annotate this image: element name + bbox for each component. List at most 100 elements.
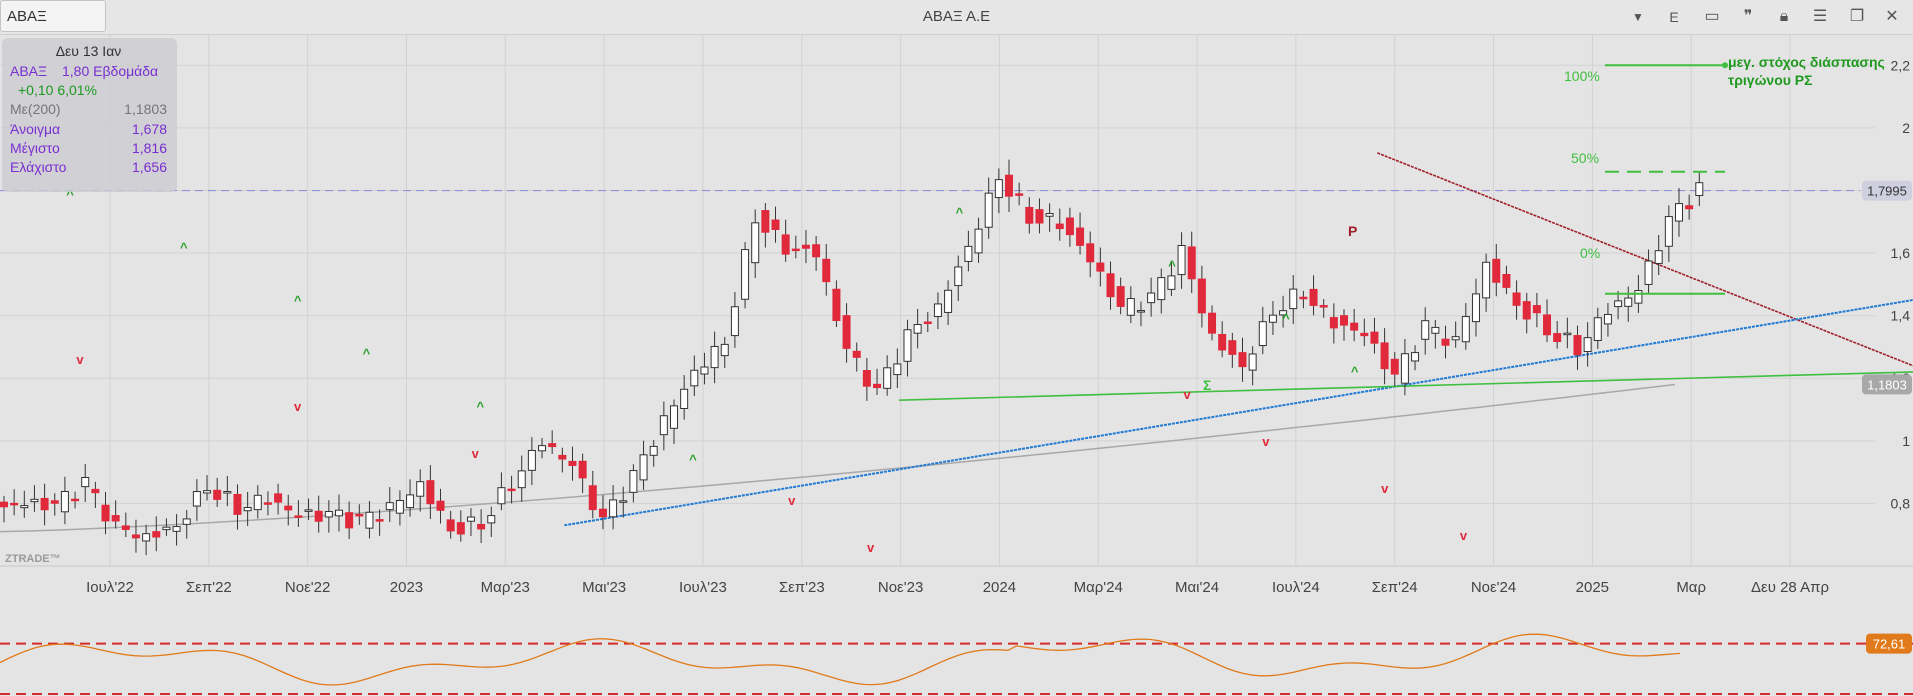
restore-icon[interactable]: ❐: [1849, 8, 1865, 25]
info-panel: Δευ 13 Ιαν ΑΒΑΞ 1,80 Εβδομάδα +0,10 6,01…: [2, 38, 177, 192]
lock-icon[interactable]: 🔒︎: [1779, 8, 1789, 25]
candle-down: [233, 493, 242, 515]
candle-up: [1563, 332, 1572, 336]
candle-down: [436, 500, 445, 511]
candle-down: [1187, 246, 1196, 280]
target-100-label: 100%: [1564, 68, 1600, 84]
candle-down: [1532, 305, 1541, 314]
candle-down: [923, 321, 932, 325]
close-icon[interactable]: ✕: [1885, 8, 1899, 25]
candle-up: [680, 388, 689, 410]
x-tick-label: 2023: [390, 579, 423, 596]
candle-down: [1329, 317, 1338, 329]
candle-up: [1147, 292, 1156, 304]
candle-down: [1522, 301, 1531, 320]
candle-down: [1076, 227, 1085, 246]
candle-down: [294, 515, 303, 518]
panel-icon[interactable]: ▭: [1704, 8, 1720, 25]
candle-down: [1197, 278, 1206, 314]
x-tick-label: Νοε'22: [285, 579, 330, 596]
candle-up: [416, 481, 425, 497]
candle-down: [91, 488, 100, 494]
chart-grid: [0, 34, 1913, 567]
signal-up-marker: ^: [294, 293, 302, 308]
candle-down: [791, 248, 800, 252]
candle-up: [1644, 260, 1653, 285]
chevron-down-icon[interactable]: ▼: [1632, 10, 1644, 24]
candle-up: [933, 303, 942, 318]
y-tick-label: 1,6: [1891, 245, 1911, 261]
candle-down: [1685, 205, 1694, 210]
candle-up: [406, 494, 415, 509]
info-ma-label: Με(200): [10, 101, 61, 117]
trendline-support: [899, 371, 1913, 401]
candle-down: [1553, 333, 1562, 343]
candle-down: [426, 480, 435, 505]
candle-up: [954, 266, 963, 287]
signal-down-marker: v: [1381, 481, 1389, 496]
x-tick-label: Σεπ'22: [186, 579, 232, 596]
candle-down: [812, 244, 821, 258]
info-symbol: ΑΒΑΞ: [10, 63, 48, 79]
ma-badge: [1862, 374, 1912, 395]
candle-up: [649, 445, 658, 456]
candle-up: [710, 345, 719, 369]
oscillator-line: [0, 633, 1681, 686]
candle-down: [213, 489, 222, 500]
candle-down: [1299, 296, 1308, 300]
info-low-label: Ελάχιστο: [10, 159, 67, 175]
candle-down: [558, 454, 567, 460]
candle-down: [598, 508, 607, 518]
candle-down: [111, 515, 120, 522]
x-tick-label: Μαρ'23: [481, 579, 530, 596]
candle-down: [578, 460, 587, 479]
candle-up: [1614, 300, 1623, 308]
candle-up: [1451, 336, 1460, 341]
candle-down: [40, 497, 49, 511]
candle-up: [253, 494, 262, 511]
e-button[interactable]: E: [1669, 9, 1679, 25]
target-50-label: 50%: [1571, 150, 1599, 166]
candle-down: [1218, 334, 1227, 351]
candle-down: [1360, 332, 1369, 337]
candle-up: [700, 366, 709, 375]
symbol-input[interactable]: ΑΒΑΞ: [0, 0, 106, 32]
candle-up: [1279, 310, 1288, 316]
candle-up: [1157, 277, 1166, 301]
y-tick-label: 2,2: [1891, 57, 1911, 73]
candle-up: [1136, 310, 1145, 313]
candle-up: [883, 367, 892, 389]
signal-down-marker: v: [294, 399, 302, 414]
candle-up: [1603, 313, 1612, 325]
info-high-label: Μέγιστο: [10, 140, 60, 156]
menu-icon[interactable]: ☰: [1812, 8, 1828, 25]
candle-up: [913, 324, 922, 334]
target-0-label: 0%: [1580, 245, 1600, 261]
candle-up: [741, 249, 750, 300]
candle-down: [1309, 288, 1318, 306]
trendline-ascending: [564, 299, 1913, 527]
candle-down: [548, 443, 557, 448]
candle-up: [1664, 216, 1673, 247]
candle-up: [1593, 317, 1602, 341]
target-dot: [1722, 62, 1728, 69]
x-tick-label: Μαρ: [1676, 579, 1706, 596]
quote-icon[interactable]: ❞: [1743, 8, 1753, 25]
last-price-badge: [1862, 180, 1912, 201]
candle-up: [466, 516, 475, 522]
candle-down: [1502, 273, 1511, 288]
x-tick-label: 2025: [1576, 579, 1609, 596]
candle-down: [152, 531, 161, 538]
candle-down: [1543, 314, 1552, 336]
candle-down: [1492, 258, 1501, 283]
candle-up: [223, 491, 232, 494]
oscillator-panel: 72,61: [0, 624, 1913, 696]
candle-up: [730, 306, 739, 337]
candle-down: [375, 519, 384, 522]
candle-down: [1035, 209, 1044, 224]
candle-down: [121, 525, 130, 530]
candle-down: [456, 522, 465, 535]
y-tick-label: 1: [1902, 433, 1910, 449]
candle-up: [629, 470, 638, 493]
